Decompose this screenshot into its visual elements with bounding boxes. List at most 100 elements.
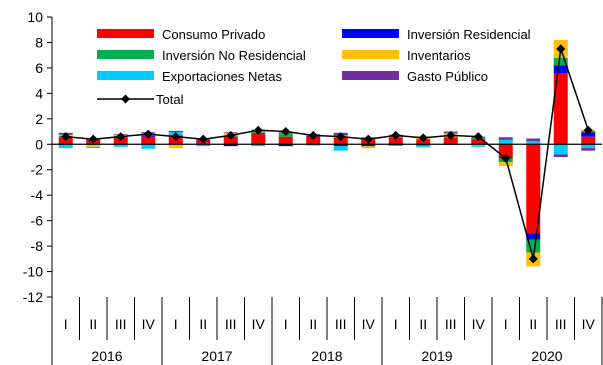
x-quarter-label: III [115,316,127,332]
legend-label: Consumo Privado [162,27,265,42]
x-quarter-label: IV [252,316,266,332]
y-tick-label: -4 [31,187,44,203]
legend-swatch [342,71,399,80]
total-point [391,130,401,140]
legend-label: Exportaciones Netas [162,69,282,84]
y-tick-label: 8 [35,34,43,50]
x-quarter-label: III [555,316,567,332]
bar-segment [553,144,568,155]
legend-label: Gasto Público [407,69,488,84]
x-quarter-label: IV [142,316,156,332]
bar-segment [553,73,568,145]
total-point [88,134,98,144]
bar-segment [581,148,596,151]
legend-swatch [97,71,154,80]
y-tick-label: 2 [35,111,43,127]
bar-segment [526,141,541,145]
total-point [473,132,483,142]
total-series-line [65,48,590,259]
x-quarter-label: I [394,316,398,332]
total-point [501,153,511,163]
x-quarter-label: III [335,316,347,332]
y-tick-label: -2 [31,162,44,178]
bar-segment [141,136,156,145]
bar-segment [526,239,541,253]
total-point [556,44,566,54]
bar-segment [498,162,513,166]
legend-label: Inversión No Residencial [162,48,306,63]
x-year-label: 2017 [201,348,232,364]
total-point [171,132,181,142]
bar-segment [333,146,348,151]
bar-segment [443,137,458,145]
bar-segment [86,144,101,147]
bar-segment [86,146,101,149]
bar-segment [498,144,513,157]
bar-segment [416,144,431,147]
bar-segment [498,139,513,145]
x-quarter-label: II [309,316,317,332]
bar-segment [333,144,348,147]
bar-segment [498,137,513,140]
legend-label: Total [156,92,184,107]
total-line [61,44,593,264]
x-quarter-label: II [529,316,537,332]
x-quarter-label: I [64,316,68,332]
bar-segment [361,147,376,149]
total-point [528,254,538,264]
x-year-label: 2019 [421,348,452,364]
y-tick-label: -8 [31,238,44,254]
total-point [418,133,428,143]
bar-segment [581,144,596,149]
x-quarter-label: II [89,316,97,332]
y-tick-label: -12 [23,289,43,305]
bar-segment [526,138,541,142]
legend-swatch [342,50,399,59]
x-year-label: 2020 [531,348,562,364]
bar-segment [113,144,128,147]
x-quarter-label: IV [582,316,596,332]
bar-segment [471,145,486,147]
legend-label: Inversión Residencial [407,27,531,42]
total-point [363,134,373,144]
legend-label: Inventarios [407,48,471,63]
x-quarter-label: II [419,316,427,332]
legend-swatch [97,50,154,59]
bar-segment [141,144,156,149]
legend-swatch [97,29,154,38]
y-tick-label: 6 [35,60,43,76]
bar-segment [553,65,568,73]
total-point [583,125,593,135]
total-point [143,129,153,139]
total-point [198,134,208,144]
total-point [116,132,126,142]
bar-segment [526,144,541,234]
total-point [226,130,236,140]
bar-segment [58,144,73,149]
x-quarter-label: II [199,316,207,332]
x-quarter-label: I [174,316,178,332]
bar-segment [168,144,183,149]
x-quarter-label: III [225,316,237,332]
bar-segment [471,139,486,145]
x-quarter-label: III [445,316,457,332]
bar-segment [251,134,266,145]
x-quarter-label: I [284,316,288,332]
bar-segment [306,136,321,145]
legend-swatch [342,29,399,38]
x-quarter-label: IV [472,316,486,332]
bar-segment [223,144,238,147]
x-year-label: 2018 [311,348,342,364]
y-tick-label: 4 [35,85,43,101]
x-quarter-label: I [504,316,508,332]
total-point [308,130,318,140]
bar-segment [361,144,376,147]
bar-segment [361,146,376,148]
bar-segment [416,146,431,148]
total-point [253,125,263,135]
total-point [61,132,71,142]
x-quarter-label: IV [362,316,376,332]
y-tick-label: 10 [27,9,43,25]
